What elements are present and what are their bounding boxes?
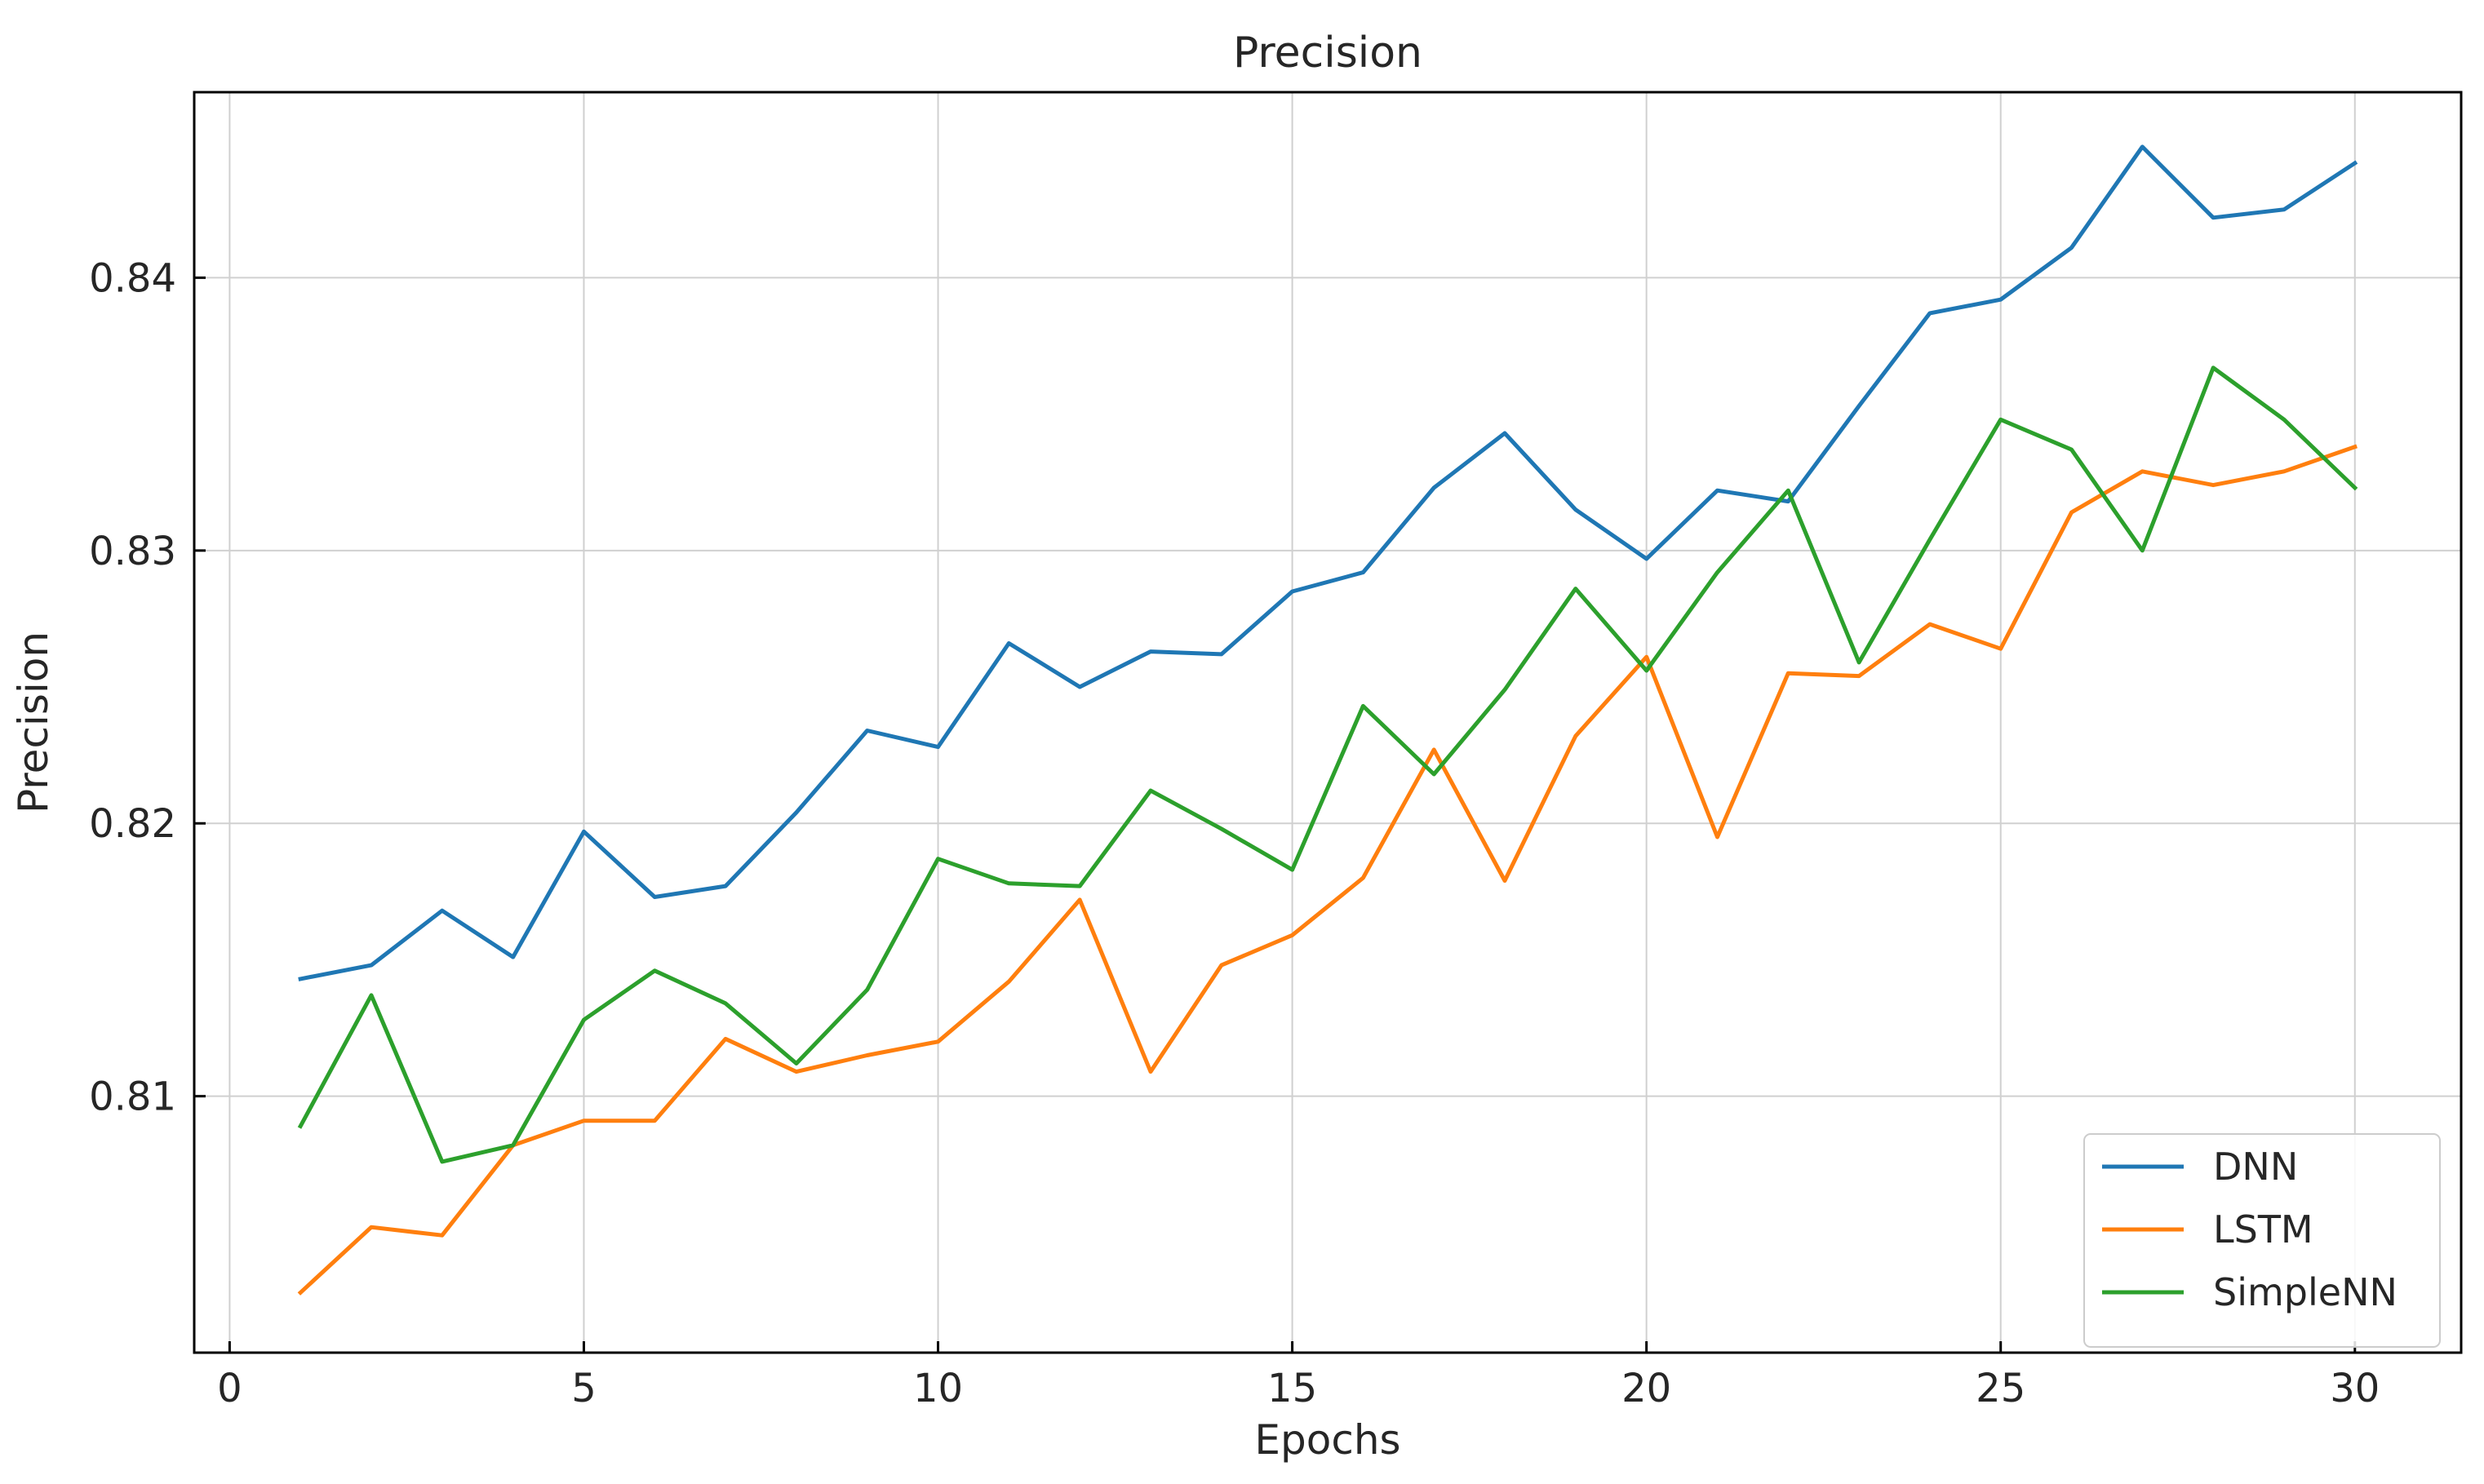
chart-title: Precision <box>1233 29 1422 78</box>
legend-label-simplenn: SimpleNN <box>2213 1270 2398 1314</box>
y-tick-label: 0.84 <box>89 255 176 301</box>
legend-label-dnn: DNN <box>2213 1145 2298 1189</box>
x-tick-label: 10 <box>913 1366 963 1411</box>
series-line-simplenn <box>297 365 2358 1164</box>
series-line-lstm <box>297 444 2358 1296</box>
x-axis-label: Epochs <box>1254 1416 1400 1464</box>
y-tick-label: 0.83 <box>89 529 176 574</box>
y-tick-label: 0.81 <box>89 1074 176 1120</box>
series-line-dnn <box>298 144 2358 981</box>
tick-layer: 0 5 10 15 20 25 30 0.81 0.82 0.83 0.84 <box>89 255 2380 1411</box>
y-axis-label: Precision <box>10 631 57 813</box>
plot-frame <box>193 91 2463 1354</box>
legend-label-lstm: LSTM <box>2213 1207 2313 1251</box>
grid-layer <box>194 92 2461 1353</box>
x-tick-label: 5 <box>571 1366 597 1411</box>
legend-items: DNN LSTM SimpleNN <box>2102 1145 2398 1314</box>
legend: DNN LSTM SimpleNN <box>2083 1133 2441 1348</box>
x-tick-label: 20 <box>1621 1366 1671 1411</box>
x-tick-label: 25 <box>1976 1366 2025 1411</box>
x-tick-label: 0 <box>217 1366 242 1411</box>
y-tick-label: 0.82 <box>89 801 176 847</box>
series-layer <box>297 144 2358 1296</box>
x-tick-label: 30 <box>2330 1366 2380 1411</box>
x-tick-label: 15 <box>1267 1366 1317 1411</box>
